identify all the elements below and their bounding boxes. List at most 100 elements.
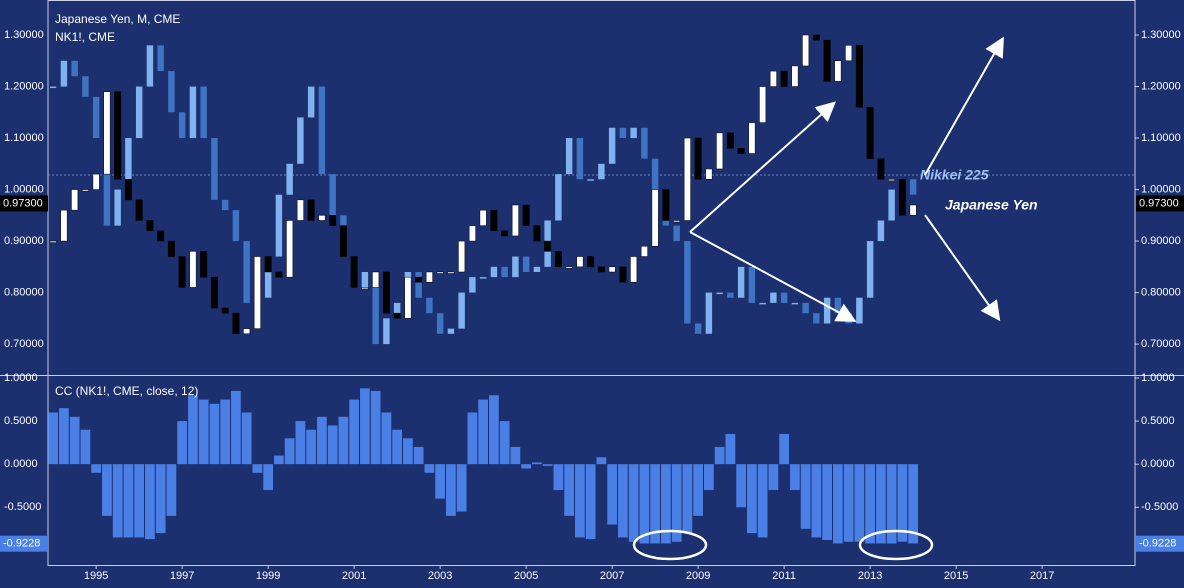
candle xyxy=(297,117,304,164)
candle xyxy=(286,163,293,195)
candle xyxy=(716,292,723,295)
candle xyxy=(501,230,509,237)
plot-border xyxy=(47,0,1136,566)
candle xyxy=(81,189,89,192)
bar xyxy=(59,408,69,465)
bar xyxy=(102,464,112,516)
candle xyxy=(598,163,605,180)
candle xyxy=(232,210,240,242)
bar xyxy=(155,464,166,534)
bar xyxy=(317,416,327,465)
bar xyxy=(639,464,650,544)
bar xyxy=(392,429,403,465)
candle xyxy=(898,179,906,216)
bar xyxy=(274,455,284,465)
candle xyxy=(339,225,347,257)
x-tick-label: 2015 xyxy=(944,570,968,582)
candle xyxy=(522,204,530,226)
bar xyxy=(360,388,370,465)
y-tick-label: 1.10000 xyxy=(4,132,44,144)
bar xyxy=(618,464,628,538)
candle xyxy=(673,220,681,223)
candle xyxy=(361,287,369,290)
candle xyxy=(780,292,788,303)
bar xyxy=(424,464,435,473)
bar xyxy=(91,464,102,473)
candle xyxy=(587,256,595,268)
bar xyxy=(725,434,736,465)
bar xyxy=(575,464,585,538)
candle xyxy=(211,138,218,200)
candle xyxy=(447,271,455,274)
candle xyxy=(812,34,820,41)
y-tick-label: -0.5000 xyxy=(4,501,41,513)
candle xyxy=(909,179,917,195)
x-tick-label: 2017 xyxy=(1030,570,1054,582)
chart-title: Japanese Yen, M, CME xyxy=(55,12,180,26)
candle xyxy=(834,60,842,82)
x-tick-label: 2013 xyxy=(858,570,882,582)
candle xyxy=(404,276,412,319)
candle xyxy=(124,179,132,201)
y-tick-label: 0.80000 xyxy=(4,286,44,298)
y-tick-label: 0.90000 xyxy=(1141,235,1181,247)
candle xyxy=(683,137,691,221)
bar xyxy=(876,464,886,544)
candle xyxy=(350,256,358,288)
candle xyxy=(501,266,508,278)
candle xyxy=(125,138,132,190)
candle xyxy=(415,276,423,283)
bar xyxy=(241,412,252,465)
candle xyxy=(630,127,637,139)
bar xyxy=(596,457,607,465)
bar xyxy=(446,464,456,516)
x-tick-label: 1995 xyxy=(84,570,108,582)
bar xyxy=(209,403,220,465)
candle xyxy=(296,199,304,221)
y-tick-label: 1.00000 xyxy=(1141,183,1181,195)
candle xyxy=(329,174,336,216)
candle xyxy=(372,271,380,288)
bar xyxy=(865,464,876,544)
candle xyxy=(888,179,896,182)
bar xyxy=(854,464,865,542)
bar xyxy=(284,438,295,465)
y-tick-label: 1.0000 xyxy=(4,372,38,384)
bar xyxy=(370,390,381,465)
bar xyxy=(757,464,768,538)
bar xyxy=(886,464,897,544)
candle xyxy=(737,266,745,298)
bar xyxy=(220,399,231,465)
annotation: Nikkei 225 xyxy=(920,167,989,183)
candle xyxy=(468,225,476,242)
indicator-title: CC (NK1!, CME, close, 12) xyxy=(55,384,198,398)
candle xyxy=(146,45,154,87)
bar xyxy=(145,464,155,540)
y-tick-label: 0.80000 xyxy=(1141,286,1181,298)
candle xyxy=(640,245,648,257)
y-tick-label: 0.5000 xyxy=(4,415,38,427)
candle xyxy=(651,158,659,211)
chart-subtitle: NK1!, CME xyxy=(55,30,115,44)
candle xyxy=(178,256,186,288)
candle xyxy=(60,60,68,87)
candle xyxy=(469,277,476,293)
bar xyxy=(381,412,392,465)
candle xyxy=(318,86,326,175)
bar xyxy=(456,464,467,512)
candle xyxy=(447,328,455,334)
x-tick-label: 2003 xyxy=(428,570,452,582)
value-label-box xyxy=(0,535,48,552)
bar xyxy=(48,412,59,465)
bar xyxy=(704,464,714,491)
candle xyxy=(705,168,713,180)
bar xyxy=(252,464,263,473)
candle xyxy=(576,138,584,180)
candle xyxy=(769,70,777,87)
x-tick-label: 1999 xyxy=(256,570,280,582)
candle xyxy=(103,138,111,226)
bar xyxy=(833,464,843,544)
bar xyxy=(521,464,532,469)
bar xyxy=(198,399,209,465)
bar xyxy=(349,399,360,465)
